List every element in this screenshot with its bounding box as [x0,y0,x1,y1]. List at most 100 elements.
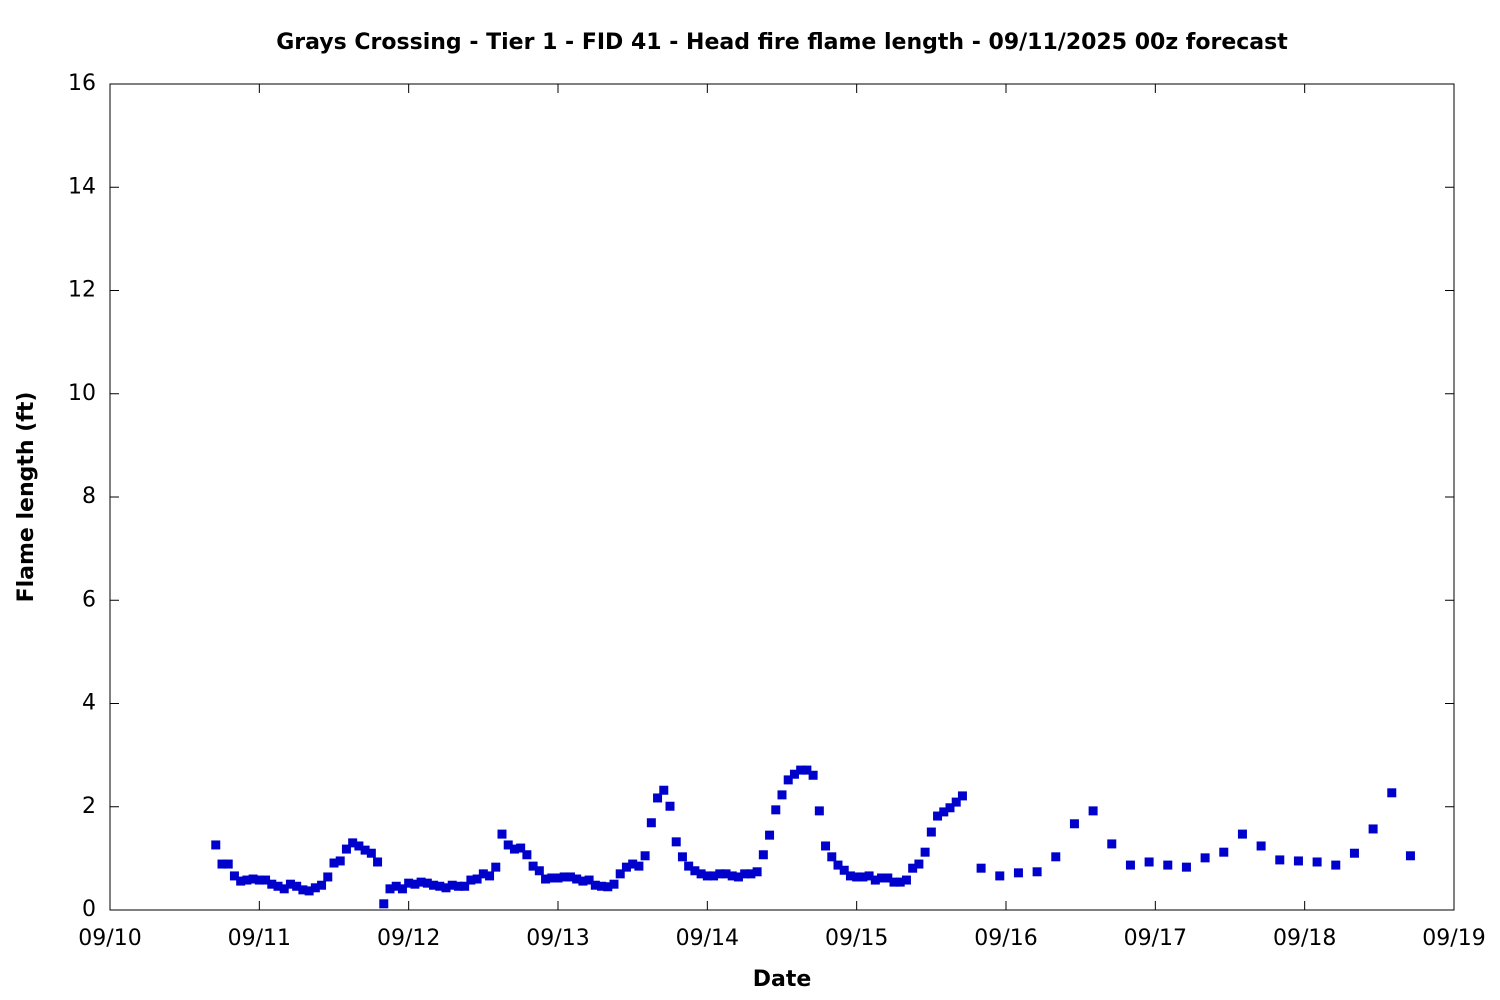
data-point [690,866,700,876]
data-point [472,874,482,884]
data-point [578,876,588,886]
data-point [491,862,501,872]
data-point [609,879,619,889]
data-point [752,867,762,877]
x-tick-label: 09/10 [78,926,141,951]
data-point [348,838,358,848]
data-point [279,884,289,894]
data-point [217,859,227,869]
data-point [597,881,607,891]
data-point [590,880,600,890]
chart-title: Grays Crossing - Tier 1 - FID 41 - Head … [276,30,1288,55]
data-point [957,791,967,801]
data-point [460,881,470,891]
data-point [671,837,681,847]
data-point [653,793,663,803]
x-tick-label: 09/15 [825,926,888,951]
x-tick-label: 09/11 [228,926,291,951]
data-point [814,806,824,816]
data-point [329,858,339,868]
data-point [379,899,389,909]
data-point [1088,806,1098,816]
data-point [559,872,569,882]
data-point [1032,867,1042,877]
data-point [429,880,439,890]
data-point [808,770,818,780]
data-point [1069,819,1079,829]
data-point [304,886,314,896]
y-tick-label: 2 [82,794,96,819]
data-point [341,844,351,854]
data-point [852,872,862,882]
data-point [727,871,737,881]
data-point [789,769,799,779]
data-point [914,859,924,869]
data-point [976,863,986,873]
data-point [410,879,420,889]
data-point [721,869,731,879]
data-point [360,845,370,855]
data-point [404,878,414,888]
data-point [572,874,582,884]
data-point [995,871,1005,881]
data-point [796,765,806,775]
data-point [261,875,271,885]
data-point [1163,860,1173,870]
data-point [323,872,333,882]
data-point [422,878,432,888]
data-point [397,884,407,894]
data-point [223,859,233,869]
data-point [845,871,855,881]
data-point [547,873,557,883]
data-point [640,851,650,861]
data-point [1256,841,1266,851]
y-tick-label: 10 [68,381,96,406]
y-tick-label: 0 [82,897,96,922]
data-point [945,803,955,813]
data-point [659,785,669,795]
data-point [715,869,725,879]
data-point [1144,857,1154,867]
data-point [516,843,526,853]
data-point [211,840,221,850]
y-tick-label: 12 [68,278,96,303]
data-point [503,840,513,850]
data-point [1293,856,1303,866]
data-point [628,859,638,869]
data-point [1349,848,1359,858]
data-point [416,877,426,887]
data-point [441,883,451,893]
data-point [478,869,488,879]
data-point [1219,847,1229,857]
data-point [534,866,544,876]
data-point [951,797,961,807]
y-tick-label: 16 [68,71,96,96]
data-point [802,765,812,775]
data-point [509,844,519,854]
data-point [236,876,246,886]
data-point [709,871,719,881]
y-tick-label: 4 [82,691,96,716]
data-point [273,881,283,891]
data-point [665,801,675,811]
data-point [603,882,613,892]
data-point [858,872,868,882]
data-point [366,848,376,858]
data-point [285,879,295,889]
data-point [466,875,476,885]
data-point [615,869,625,879]
y-tick-label: 14 [68,174,96,199]
y-tick-label: 6 [82,587,96,612]
data-point [242,875,252,885]
x-tick-label: 09/17 [1124,926,1187,951]
data-point [926,827,936,837]
data-point [354,841,364,851]
data-point [1405,851,1415,861]
data-point [435,881,445,891]
data-point [939,807,949,817]
data-point [684,861,694,871]
x-tick-label: 09/14 [676,926,739,951]
data-point [933,811,943,821]
